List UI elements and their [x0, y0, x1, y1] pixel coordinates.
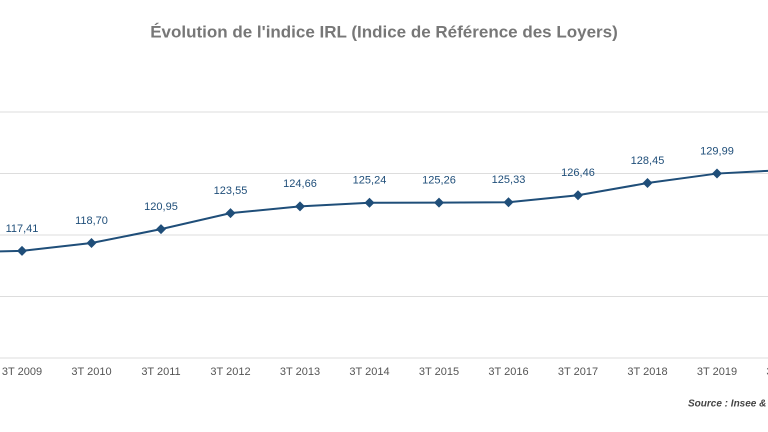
marker: [642, 178, 653, 189]
value-label: 125,33: [492, 174, 526, 186]
chart-title: Évolution de l'indice IRL (Indice de Réf…: [150, 22, 618, 41]
value-label: 124,66: [283, 178, 317, 190]
marker: [503, 197, 514, 208]
value-label: 125,26: [422, 175, 456, 187]
x-tick-label: 3T 2020: [766, 366, 768, 378]
value-label: 129,99: [700, 145, 734, 157]
marker: [17, 245, 27, 256]
x-tick-label: 3T 2019: [697, 366, 737, 378]
marker: [712, 168, 722, 179]
x-tick-label: 3T 2016: [488, 366, 528, 378]
x-tick-label: 3T 2010: [71, 366, 111, 378]
marker: [225, 208, 236, 219]
value-label: 120,95: [144, 201, 178, 213]
value-label: 125,24: [353, 175, 387, 187]
marker: [364, 197, 375, 208]
marker: [295, 201, 305, 212]
marker: [86, 237, 97, 248]
value-label: 128,45: [631, 155, 665, 167]
marker: [573, 190, 583, 201]
x-tick-label: 3T 2014: [349, 366, 389, 378]
marker: [156, 224, 166, 235]
x-tick-label: 3T 2013: [280, 366, 320, 378]
source: Source : Insee &: [688, 399, 766, 410]
x-tick-label: 3T 2018: [627, 366, 667, 378]
x-tick-label: 3T 2009: [2, 366, 42, 378]
x-tick-label: 3T 2015: [419, 366, 459, 378]
value-label: 118,70: [75, 215, 108, 227]
value-label: 123,55: [214, 185, 248, 197]
value-label: 126,46: [561, 167, 595, 179]
value-label: 117,41: [6, 223, 39, 235]
x-tick-label: 3T 2011: [141, 366, 180, 378]
x-tick-label: 3T 2017: [558, 366, 598, 378]
x-tick-label: 3T 2012: [210, 366, 250, 378]
marker: [434, 197, 444, 208]
